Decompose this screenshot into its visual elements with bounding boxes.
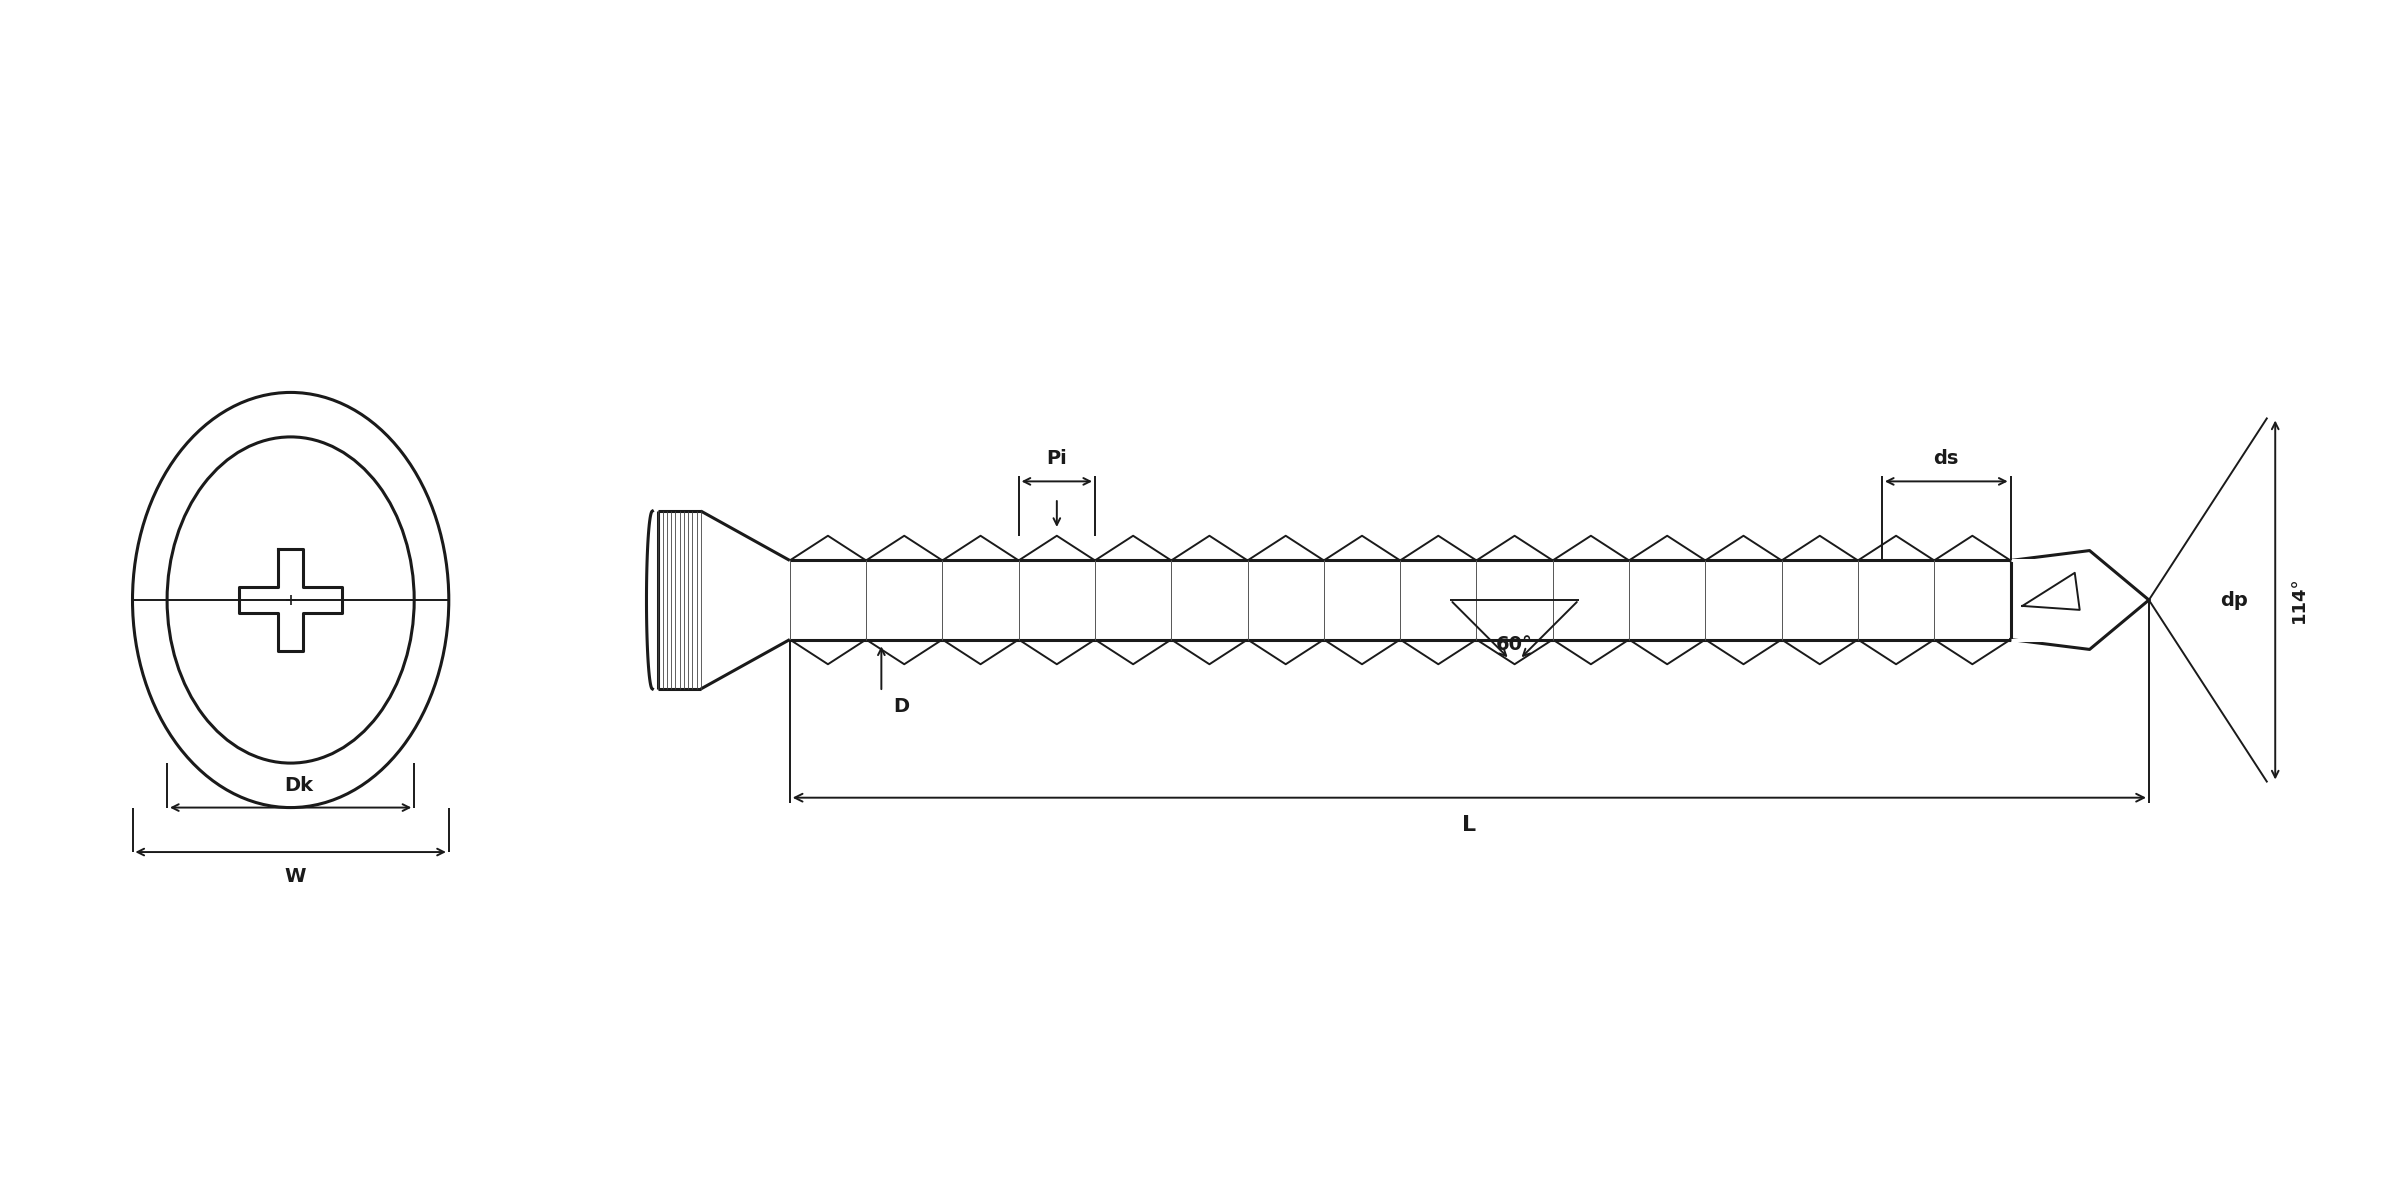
Text: ds: ds — [1934, 449, 1958, 468]
Text: Dk: Dk — [283, 775, 312, 794]
Text: W: W — [286, 866, 307, 886]
Text: D: D — [893, 697, 910, 716]
Text: Pi: Pi — [1046, 449, 1068, 468]
Text: L: L — [1462, 816, 1476, 835]
Text: 60°: 60° — [1495, 635, 1534, 654]
Text: dp: dp — [2220, 590, 2246, 610]
Text: 114°: 114° — [2290, 577, 2309, 623]
